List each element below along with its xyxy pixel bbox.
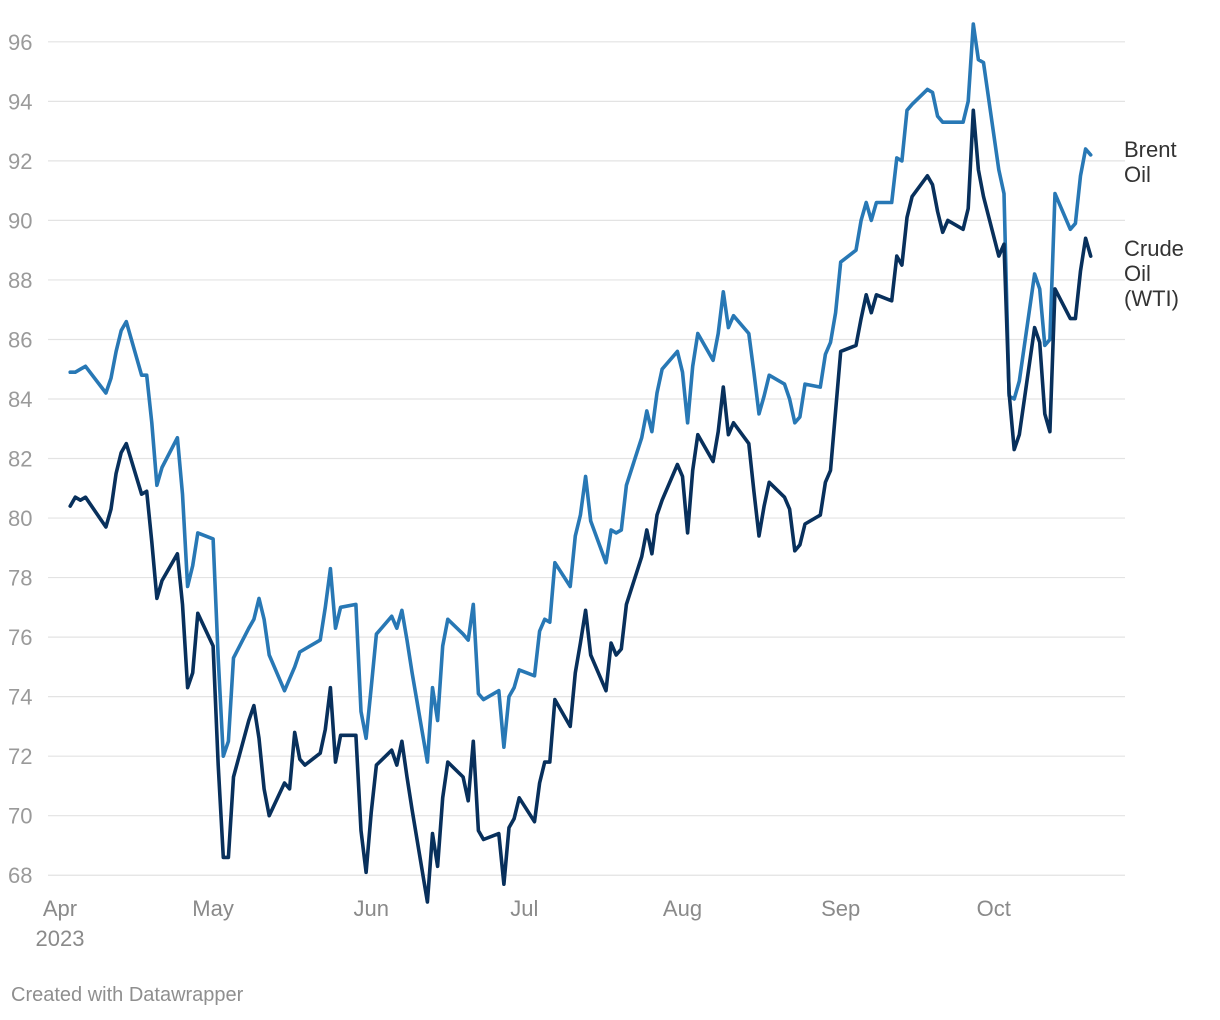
y-tick-label: 76 <box>8 625 32 650</box>
x-tick-label: Oct <box>977 896 1011 921</box>
y-tick-label: 70 <box>8 804 32 829</box>
y-tick-label: 80 <box>8 506 32 531</box>
y-tick-label: 86 <box>8 327 32 352</box>
x-tick-label: Jun <box>354 896 389 921</box>
series-line-1 <box>68 108 1093 904</box>
series-label-0: Brent Oil <box>1124 137 1177 187</box>
y-tick-label: 74 <box>8 685 32 710</box>
x-tick-label: Sep <box>821 896 860 921</box>
footer-credit: Created with Datawrapper <box>11 984 244 1006</box>
gridlines <box>48 41 1125 876</box>
line-chart: 68 70 72 74 76 78 80 82 84 86 88 90 92 94 96 Apr 2023 Ma… <box>8 22 1184 951</box>
y-tick-label: 92 <box>8 149 32 174</box>
series-label-1: Crude Oil (WTI) <box>1124 236 1184 311</box>
series-lines <box>68 22 1093 904</box>
x-tick-year-label: 2023 <box>36 926 85 951</box>
y-tick-label: 94 <box>8 89 32 114</box>
x-tick-label: Jul <box>510 896 538 921</box>
series-labels: Brent Oil Crude Oil (WTI) <box>1124 137 1184 311</box>
y-tick-label: 78 <box>8 566 32 591</box>
y-tick-label: 84 <box>8 387 32 412</box>
x-axis: Apr 2023 May Jun Jul Aug Sep Oct <box>36 896 1011 951</box>
x-tick-label: Apr <box>43 896 77 921</box>
y-tick-label: 68 <box>8 863 32 888</box>
y-tick-label: 88 <box>8 268 32 293</box>
series-line-0 <box>68 22 1093 764</box>
y-tick-label: 82 <box>8 447 32 472</box>
x-tick-label: Aug <box>663 896 702 921</box>
y-tick-label: 72 <box>8 744 32 769</box>
y-tick-label: 96 <box>8 30 32 55</box>
x-tick-label: May <box>192 896 234 921</box>
y-tick-label: 90 <box>8 208 32 233</box>
y-axis: 68 70 72 74 76 78 80 82 84 86 88 90 92 94 96 <box>8 30 32 888</box>
